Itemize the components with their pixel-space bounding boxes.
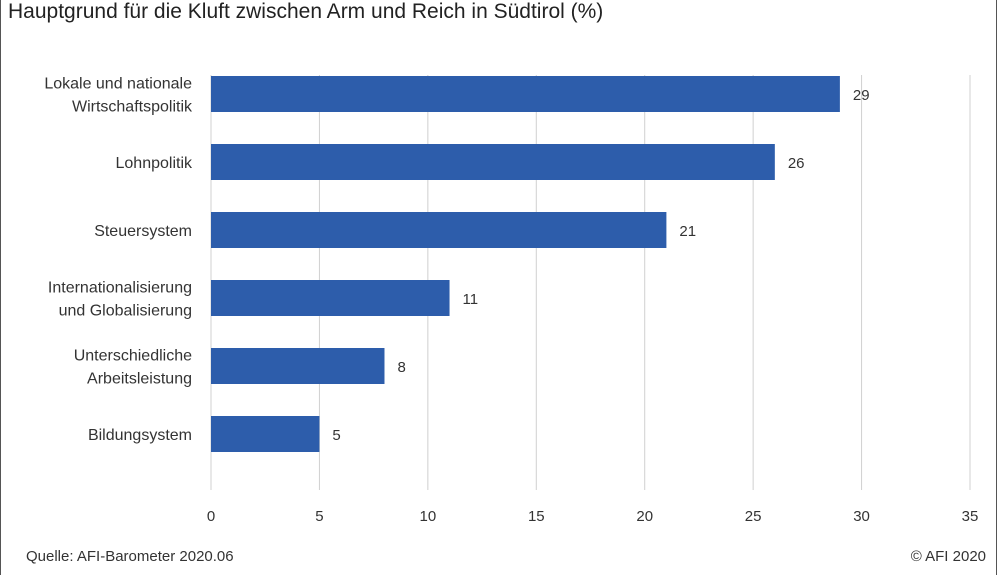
- x-tick-label: 10: [420, 508, 437, 525]
- bar: [211, 76, 840, 112]
- bar: [211, 416, 320, 452]
- category-label: Lokale und nationale: [44, 76, 192, 93]
- category-label: Wirtschaftspolitik: [72, 99, 193, 116]
- x-axis-tick-labels: 0 5 10 15 20 25 30 35: [207, 508, 979, 525]
- value-label: 5: [332, 427, 340, 444]
- x-tick-label: 35: [962, 508, 979, 525]
- bar: [211, 212, 667, 248]
- value-labels: 29 26 21 11 8 5: [332, 87, 869, 444]
- category-label: Bildungsystem: [88, 427, 192, 444]
- x-tick-label: 0: [207, 508, 215, 525]
- bar: [211, 144, 775, 180]
- category-label: Steuersystem: [94, 223, 192, 240]
- chart-title: Hauptgrund für die Kluft zwischen Arm un…: [8, 0, 604, 23]
- category-labels: Lokale und nationale Wirtschaftspolitik Lo…: [44, 76, 193, 445]
- bar: [211, 348, 385, 384]
- x-tick-label: 30: [853, 508, 870, 525]
- category-label: Arbeitsleistung: [87, 371, 192, 388]
- x-tick-label: 25: [745, 508, 762, 525]
- value-label: 11: [463, 291, 479, 308]
- x-tick-label: 5: [315, 508, 323, 525]
- bar: [211, 280, 450, 316]
- category-label: und Globalisierung: [59, 303, 192, 320]
- category-label: Internationalisierung: [48, 280, 192, 297]
- copyright-note: © AFI 2020: [910, 548, 986, 565]
- x-tick-label: 15: [528, 508, 545, 525]
- value-label: 21: [679, 223, 696, 240]
- x-tick-label: 20: [636, 508, 653, 525]
- bars: [211, 76, 840, 452]
- category-label: Lohnpolitik: [116, 155, 194, 172]
- category-label: Unterschiedliche: [74, 348, 192, 365]
- bar-chart: Lokale und nationale Wirtschaftspolitik Lo…: [44, 75, 979, 525]
- source-note: Quelle: AFI-Barometer 2020.06: [26, 548, 234, 565]
- value-label: 29: [853, 87, 870, 104]
- value-label: 26: [788, 155, 805, 172]
- value-label: 8: [397, 359, 405, 376]
